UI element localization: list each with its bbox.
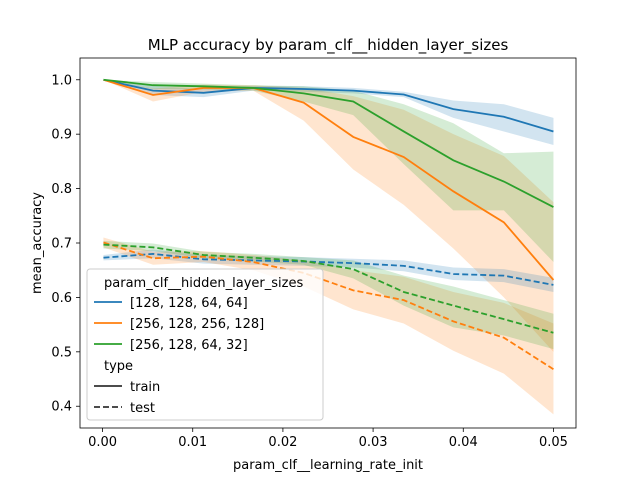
y-tick-label: 0.5 [51,345,72,360]
x-tick-label: 0.03 [359,435,388,450]
x-tick-label: 0.01 [178,435,207,450]
y-tick-label: 0.8 [51,182,72,197]
chart-title: MLP accuracy by param_clf__hidden_layer_… [148,36,509,55]
x-tick-label: 0.05 [539,435,568,450]
band-256-128-64-32-train [103,79,554,263]
y-tick-label: 0.4 [51,400,72,415]
x-axis-title: param_clf__learning_rate_init [233,458,423,473]
x-axis-ticks: 0.00 0.01 0.02 0.03 0.04 0.05 [88,428,568,450]
legend-style-label: test [130,401,155,416]
x-tick-label: 0.04 [449,435,478,450]
legend-hue-label: [256, 128, 256, 128] [130,317,264,332]
band-256-128-256-128-train [103,79,554,352]
legend-hue-entries: [128, 128, 64, 64] [256, 128, 256, 128] [2… [94,296,264,353]
band-256-128-256-128-test [103,237,554,415]
y-tick-label: 1.0 [51,73,72,88]
legend: param_clf__hidden_layer_sizes [128, 128,… [86,268,324,421]
y-tick-label: 0.9 [51,128,72,143]
y-tick-label: 0.6 [51,291,72,306]
legend-hue-title: param_clf__hidden_layer_sizes [104,276,303,291]
legend-style-label: train [130,380,160,395]
line-256-128-64-32-train [103,78,554,208]
y-axis-title: mean_accuracy [30,192,45,294]
legend-box [86,268,324,421]
y-axis-ticks: 0.4 0.5 0.6 0.7 0.8 0.9 1.0 [51,73,80,415]
line-256-128-256-128-train [103,78,555,281]
y-tick-label: 0.7 [51,237,72,252]
line-256-128-256-128-test [103,241,554,370]
legend-style-entries: train test [94,380,160,416]
series-lines [103,78,555,370]
x-tick-label: 0.02 [268,435,297,450]
x-tick-label: 0.00 [88,435,117,450]
legend-hue-label: [256, 128, 64, 32] [130,338,248,353]
legend-hue-label: [128, 128, 64, 64] [130,296,248,311]
legend-style-title: type [104,359,133,374]
band-128-128-64-64-train [103,79,554,146]
line-256-128-64-32-test [103,243,554,334]
